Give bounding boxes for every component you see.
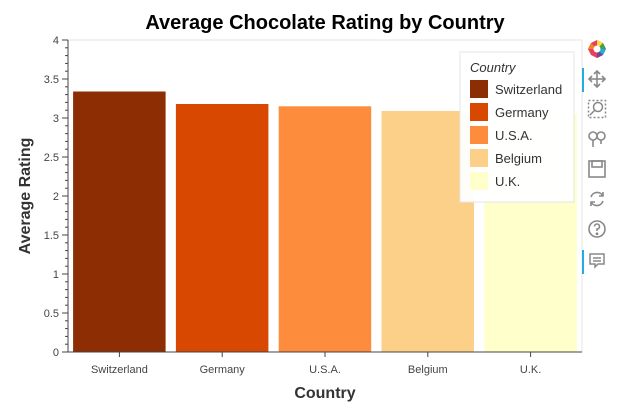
x-tick-label: Belgium — [408, 364, 448, 376]
legend-title: Country — [470, 60, 517, 75]
y-axis-title: Average Rating — [17, 138, 34, 255]
legend: Country Switzerland Germany U.S.A. Belgium U… — [459, 51, 575, 203]
pan-icon[interactable] — [582, 64, 612, 94]
hover-icon[interactable] — [582, 246, 612, 276]
y-tick-label: 3.5 — [44, 74, 59, 86]
pan-active-indicator — [582, 68, 584, 92]
save-icon[interactable] — [582, 154, 612, 184]
reset-icon[interactable] — [582, 184, 612, 214]
y-tick-label: 0.5 — [44, 308, 59, 320]
wheel-zoom-icon[interactable] — [582, 124, 612, 154]
legend-label: Belgium — [495, 151, 542, 166]
bar-germany[interactable] — [175, 104, 269, 352]
hover-active-indicator — [582, 250, 584, 274]
y-tick-label: 2.5 — [44, 152, 59, 164]
legend-label: U.S.A. — [495, 128, 533, 143]
y-tick-label: 2 — [53, 191, 59, 203]
help-icon[interactable] — [582, 214, 612, 244]
y-tick-label: 3 — [53, 113, 59, 125]
y-axis: 0 0.5 1 1.5 2 2.5 3 3.5 4 — [44, 35, 69, 359]
x-axis: Switzerland Germany U.S.A. Belgium U.K. — [68, 351, 582, 376]
legend-swatch — [470, 126, 488, 144]
bar-u-s-a[interactable] — [278, 106, 372, 352]
legend-items: Switzerland Germany U.S.A. Belgium U.K. — [470, 80, 562, 190]
box-zoom-icon[interactable] — [582, 94, 612, 124]
legend-swatch — [470, 103, 488, 121]
legend-swatch — [470, 172, 488, 190]
x-tick-label: U.K. — [520, 364, 541, 376]
x-tick-label: U.S.A. — [309, 364, 341, 376]
legend-swatch — [470, 149, 488, 167]
x-tick-label: Switzerland — [91, 364, 148, 376]
y-tick-label: 0 — [53, 347, 59, 359]
chart-title: Average Chocolate Rating by Country — [145, 12, 505, 34]
legend-label: Germany — [495, 105, 549, 120]
bar-switzerland[interactable] — [73, 91, 166, 353]
bokeh-logo-icon[interactable] — [582, 34, 612, 64]
y-tick-label: 4 — [53, 35, 59, 47]
y-tick-label: 1.5 — [44, 230, 59, 242]
bar-belgium[interactable] — [381, 111, 475, 352]
y-tick-label: 1 — [53, 269, 59, 281]
x-axis-title: Country — [294, 385, 355, 402]
legend-label: U.K. — [495, 174, 520, 189]
legend-label: Switzerland — [495, 82, 562, 97]
legend-swatch — [470, 80, 488, 98]
x-tick-label: Germany — [200, 364, 246, 376]
